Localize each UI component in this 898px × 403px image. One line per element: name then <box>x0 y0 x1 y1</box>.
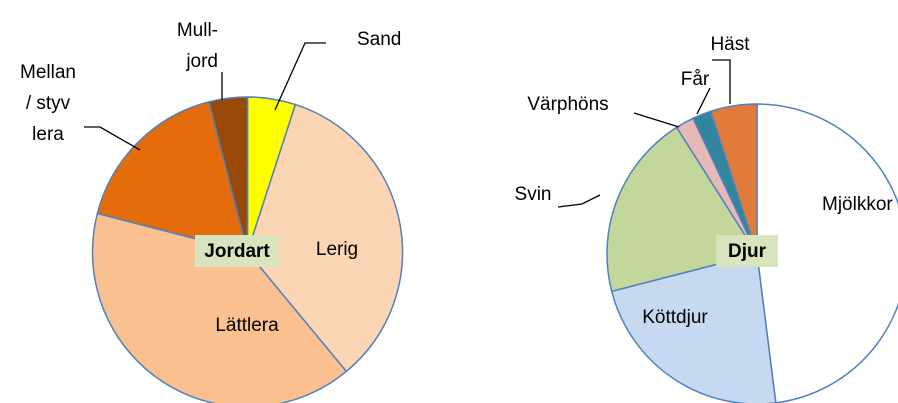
pie-slice <box>208 96 249 253</box>
chart-title: Jordart <box>204 241 270 262</box>
leader-line <box>712 59 731 104</box>
title-box <box>195 235 279 267</box>
slice-label: Mull-jord <box>177 20 218 72</box>
pie-slice <box>709 103 758 255</box>
leader-line <box>84 126 141 151</box>
slice-label: Sand <box>357 29 401 50</box>
leader-line <box>696 87 711 115</box>
leader-line <box>274 42 326 111</box>
slice-label: Häst <box>710 34 750 55</box>
pie-slice <box>246 103 404 373</box>
slice-label: Köttdjur <box>642 307 708 328</box>
slice-label: Svin <box>515 184 552 205</box>
slice-label: Mellan / styv lera <box>20 62 76 145</box>
pie-slice <box>96 100 249 254</box>
leader-line <box>633 112 680 128</box>
slice-label: Värphöns <box>527 94 608 115</box>
slice-label: Mjölkkor <box>822 194 893 215</box>
pie-slice <box>91 212 348 403</box>
pie-slice <box>756 103 898 403</box>
leader-line <box>557 194 601 208</box>
title-box <box>716 235 778 267</box>
pie-slice <box>610 253 777 403</box>
slice-label: Får <box>681 69 710 90</box>
chart-title: Djur <box>728 241 767 262</box>
slice-label: Lättlera <box>215 315 279 336</box>
slice-label: Lerig <box>316 239 358 260</box>
